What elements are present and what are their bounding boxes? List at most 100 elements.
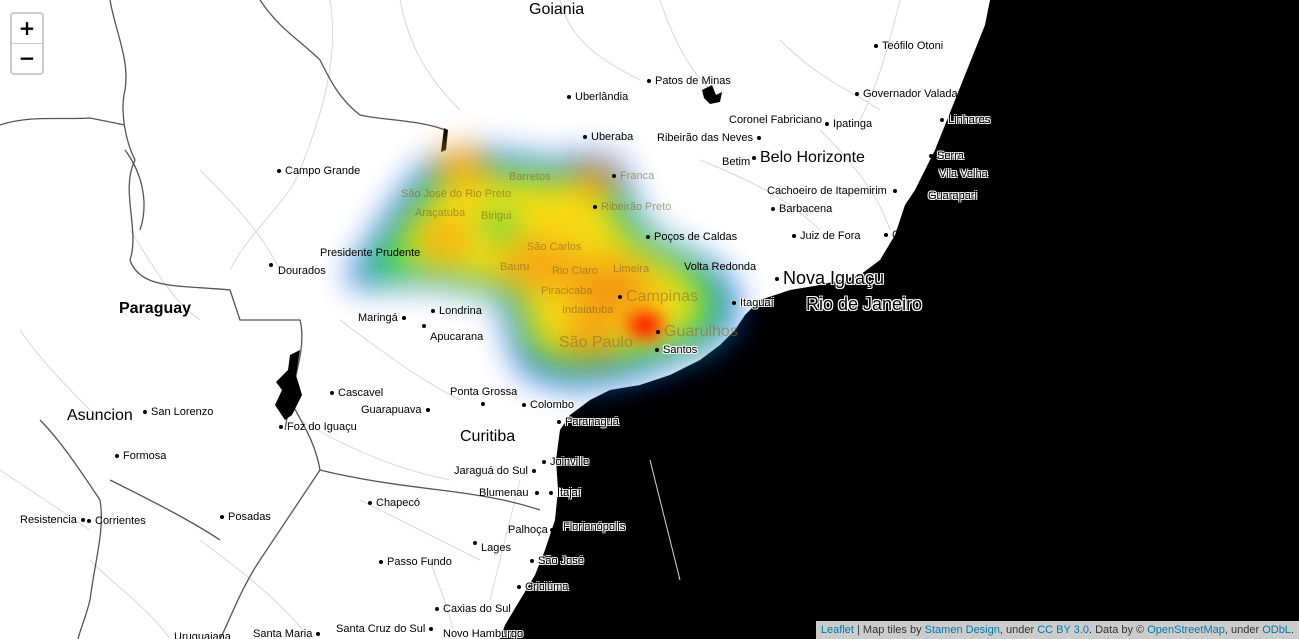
city-label: Nova Iguaçu (775, 268, 884, 288)
city-label: Araçatuba (415, 207, 466, 219)
city-label (422, 320, 430, 333)
city-label: Resistencia (20, 514, 89, 527)
city-label: Vila Velha (931, 168, 988, 181)
city-label: Rio de Janeiro (798, 294, 922, 314)
city-label: Serra (929, 150, 964, 163)
reservoir-furnas (702, 85, 722, 104)
city-label: Guarapari (920, 190, 977, 203)
river-segment (441, 128, 448, 152)
attribution-text: , under (1224, 624, 1263, 636)
attribution-text: . Data by © (1088, 624, 1148, 636)
city-label: Curitiba (460, 428, 516, 445)
city-label: Londrina (431, 305, 482, 318)
attribution-text: , under (999, 624, 1038, 636)
city-label: Campos (884, 229, 933, 242)
osm-link[interactable]: OpenStreetMap (1147, 624, 1225, 636)
city-label: Bauru (500, 261, 530, 273)
city-label: Cachoeiro de Itapemirim (767, 185, 901, 198)
city-label: São Paulo (559, 334, 633, 351)
city-label: Joinville (542, 456, 589, 469)
city-label: Campo Grande (277, 165, 360, 178)
city-label: Campinas (618, 288, 698, 306)
city-label: Colombo (522, 399, 574, 412)
city-label: Dourados (278, 265, 326, 277)
city-label: Passo Fundo (379, 556, 452, 569)
city-label (269, 259, 277, 272)
ocean (500, 0, 1299, 639)
city-label: Jaraguá do Sul (454, 465, 540, 478)
city-label: Ponta Grossa (450, 386, 518, 398)
leaflet-link[interactable]: Leaflet (820, 624, 854, 636)
city-label: Blumenau (479, 487, 543, 500)
city-label: Ribeirão das Neves (657, 132, 765, 145)
country-label: Paraguay (119, 300, 192, 317)
city-label: Foz do Iguaçu (279, 421, 357, 434)
city-label: Maringá (358, 312, 410, 325)
city-label: Apucarana (430, 331, 484, 343)
city-label: Betim (722, 156, 751, 168)
city-label: Barbacena (771, 203, 832, 216)
city-label (481, 398, 489, 411)
ccby-link[interactable]: CC BY 3.0 (1037, 624, 1089, 636)
city-label: Posadas (220, 511, 271, 524)
city-label: Governador Valadares (855, 88, 973, 101)
city-label: Santa Maria (253, 628, 324, 639)
city-label: Uberaba (583, 131, 633, 144)
city-label: Belo Horizonte (752, 149, 865, 167)
city-label: Coronel Fabriciano (729, 114, 822, 126)
city-label: Corrientes (87, 515, 146, 528)
city-label: São José (530, 555, 584, 568)
attribution-text: | Map tiles by (853, 624, 925, 636)
city-label: Juiz de Fora (792, 230, 861, 243)
city-label: Presidente Prudente (320, 247, 421, 259)
city-label: Patos de Minas (647, 75, 731, 88)
city-label: Cascavel (330, 387, 383, 400)
city-label: Franca (612, 170, 654, 183)
city-label: Itaguaí (732, 297, 774, 310)
city-label: Poços de Caldas (646, 231, 737, 244)
city-label: São Carlos (527, 241, 582, 253)
city-label: Piracicaba (541, 285, 593, 297)
city-label: Ipatinga (825, 118, 872, 131)
attribution-bar: Leaflet | Map tiles by Stamen Design, un… (815, 621, 1299, 639)
city-label: Chapecó (368, 497, 420, 510)
city-label: Indaiatuba (562, 304, 614, 316)
zoom-in-button[interactable]: + (18, 16, 36, 40)
city-label: Ribeirão Preto (593, 201, 671, 214)
city-label: Barretos (509, 171, 551, 183)
city-label (473, 537, 481, 550)
city-label: Asuncion (67, 407, 133, 424)
city-label: Novo Hamburgo (443, 628, 524, 639)
city-label: Teófilo Otoni (874, 40, 943, 53)
city-label: Florianópolis (555, 521, 625, 534)
attribution-text: . (1290, 624, 1294, 636)
city-label: Lages (481, 542, 511, 554)
city-label: Guarulhos (656, 323, 738, 341)
city-label: Birigui (481, 210, 512, 222)
city-label: Uruguaiana (174, 631, 231, 639)
city-label: Linhares (940, 114, 990, 127)
city-label: Criciúma (517, 581, 568, 594)
odbl-link[interactable]: ODbL (1262, 624, 1291, 636)
stamen-link[interactable]: Stamen Design (924, 624, 1000, 636)
city-label: Volta Redonda (684, 261, 757, 273)
reservoir-itaipu (275, 350, 302, 420)
city-label: São José do Rio Preto (401, 188, 512, 200)
city-label: Santa Cruz do Sul (336, 623, 437, 636)
zoom-control: + − (10, 12, 44, 75)
city-label: Uberlândia (567, 91, 628, 104)
zoom-out-button[interactable]: − (12, 43, 42, 73)
city-label: Palhoça (508, 524, 558, 537)
city-label: San Lorenzo (143, 406, 213, 419)
city-label: Paranaguá (557, 416, 619, 429)
city-label: Itajaí (549, 487, 581, 500)
city-label: Goiania (529, 1, 585, 18)
city-label: Formosa (115, 450, 166, 463)
city-label: Caxias do Sul (435, 603, 511, 616)
city-label: Guarapuava (361, 404, 434, 417)
city-label: Rio Claro (552, 265, 598, 277)
